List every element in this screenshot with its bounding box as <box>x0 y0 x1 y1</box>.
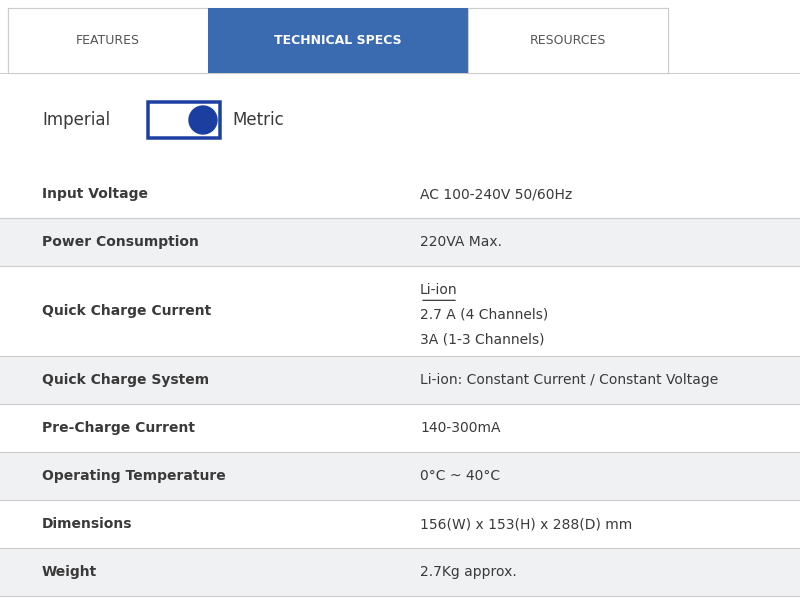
Bar <box>0 266 800 356</box>
Circle shape <box>189 106 217 134</box>
Bar <box>0 548 800 596</box>
Bar <box>8 8 208 73</box>
Text: 140-300mA: 140-300mA <box>420 421 501 435</box>
Text: Metric: Metric <box>232 111 284 129</box>
Text: TECHNICAL SPECS: TECHNICAL SPECS <box>274 34 402 47</box>
FancyBboxPatch shape <box>148 102 220 138</box>
Text: 2.7Kg approx.: 2.7Kg approx. <box>420 565 517 579</box>
Text: 3A (1-3 Channels): 3A (1-3 Channels) <box>420 332 545 347</box>
Bar <box>0 404 800 452</box>
Bar <box>208 8 468 73</box>
Text: Weight: Weight <box>42 565 98 579</box>
Text: Dimensions: Dimensions <box>42 517 133 531</box>
Text: Imperial: Imperial <box>42 111 110 129</box>
Bar <box>468 8 668 73</box>
Bar <box>0 170 800 218</box>
Text: 2.7 A (4 Channels): 2.7 A (4 Channels) <box>420 308 548 322</box>
Text: RESOURCES: RESOURCES <box>530 34 606 47</box>
Bar <box>0 500 800 548</box>
Bar <box>0 356 800 404</box>
Text: Quick Charge System: Quick Charge System <box>42 373 209 387</box>
Text: Power Consumption: Power Consumption <box>42 235 199 249</box>
Text: Operating Temperature: Operating Temperature <box>42 469 226 483</box>
Text: FEATURES: FEATURES <box>76 34 140 47</box>
Text: 156(W) x 153(H) x 288(D) mm: 156(W) x 153(H) x 288(D) mm <box>420 517 632 531</box>
Text: Quick Charge Current: Quick Charge Current <box>42 304 211 318</box>
Bar <box>0 452 800 500</box>
Text: AC 100-240V 50/60Hz: AC 100-240V 50/60Hz <box>420 187 572 201</box>
Text: 0°C ~ 40°C: 0°C ~ 40°C <box>420 469 500 483</box>
Text: Li-ion: Li-ion <box>420 283 458 298</box>
Text: 220VA Max.: 220VA Max. <box>420 235 502 249</box>
Text: Input Voltage: Input Voltage <box>42 187 148 201</box>
Text: Pre-Charge Current: Pre-Charge Current <box>42 421 195 435</box>
Text: Li-ion: Constant Current / Constant Voltage: Li-ion: Constant Current / Constant Volt… <box>420 373 718 387</box>
Bar <box>0 218 800 266</box>
